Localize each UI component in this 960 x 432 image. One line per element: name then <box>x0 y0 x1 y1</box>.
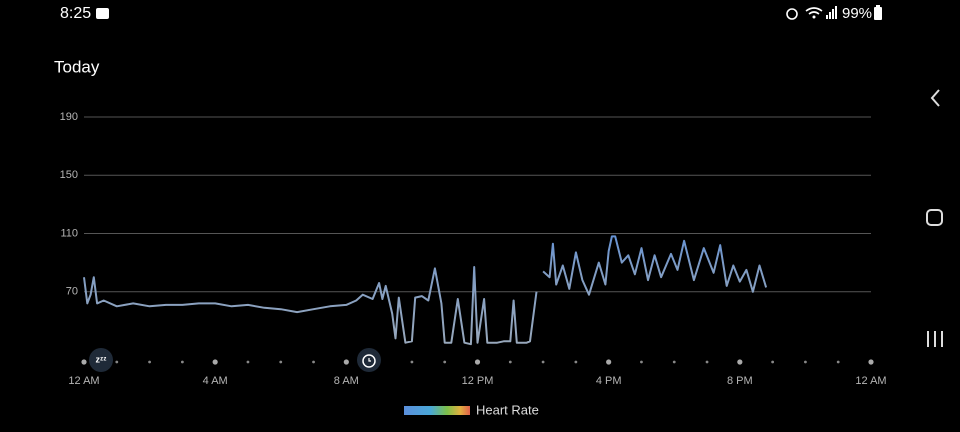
x-dot <box>737 359 743 365</box>
x-dot <box>246 360 250 364</box>
x-dot <box>705 360 709 364</box>
home-button[interactable] <box>926 209 943 226</box>
status-icons <box>786 5 882 20</box>
x-dot <box>672 360 676 364</box>
x-dot <box>541 360 545 364</box>
back-button[interactable] <box>930 89 940 107</box>
y-tick-label: 70 <box>66 286 78 298</box>
x-dot <box>508 360 512 364</box>
y-tick-label: 150 <box>60 169 78 181</box>
x-dot <box>640 360 643 364</box>
legend-label: Heart Rate <box>476 402 539 417</box>
plot: 70 110 150 190 12 AM 4 AM 8 AM 12 PM 4 PM 8 PM 12 … <box>60 111 887 387</box>
sleep-icon: zᶻᶻ <box>89 348 113 372</box>
x-tick-label: 12 AM <box>855 375 886 387</box>
heart-rate-line <box>83 235 768 346</box>
x-dot <box>343 359 349 365</box>
x-dot <box>868 359 874 365</box>
x-dot <box>81 359 87 365</box>
x-tick-label: 4 AM <box>203 375 228 387</box>
x-dot <box>212 359 218 365</box>
x-tick-label: 12 PM <box>462 375 494 387</box>
legend-swatch <box>404 406 470 415</box>
battery-level: 99% <box>842 5 872 22</box>
x-dot <box>574 360 578 364</box>
x-tick-label: 4 PM <box>596 375 622 387</box>
x-dot <box>804 360 807 364</box>
x-dot <box>771 360 775 364</box>
alarm-icon <box>357 348 381 372</box>
x-dot <box>180 360 184 364</box>
recents-button[interactable] <box>927 331 943 347</box>
x-dot <box>474 359 481 365</box>
status-icon <box>96 8 109 19</box>
chart-title: Today <box>54 57 100 76</box>
x-tick-label: 8 AM <box>334 375 359 387</box>
y-tick-label: 110 <box>60 227 78 239</box>
x-tick-label: 12 AM <box>68 375 99 387</box>
x-dot <box>279 360 283 364</box>
x-dot <box>115 360 119 364</box>
x-dot <box>606 359 612 365</box>
x-dot <box>836 360 840 364</box>
x-dot <box>410 360 414 364</box>
svg-text:zᶻᶻ: zᶻᶻ <box>95 354 106 364</box>
x-tick-label: 8 PM <box>727 375 753 387</box>
y-tick-label: 190 <box>60 111 78 123</box>
x-dot <box>148 360 151 364</box>
status-time: 8:25 <box>60 5 91 22</box>
x-dot <box>312 360 315 364</box>
x-dot <box>443 360 447 364</box>
